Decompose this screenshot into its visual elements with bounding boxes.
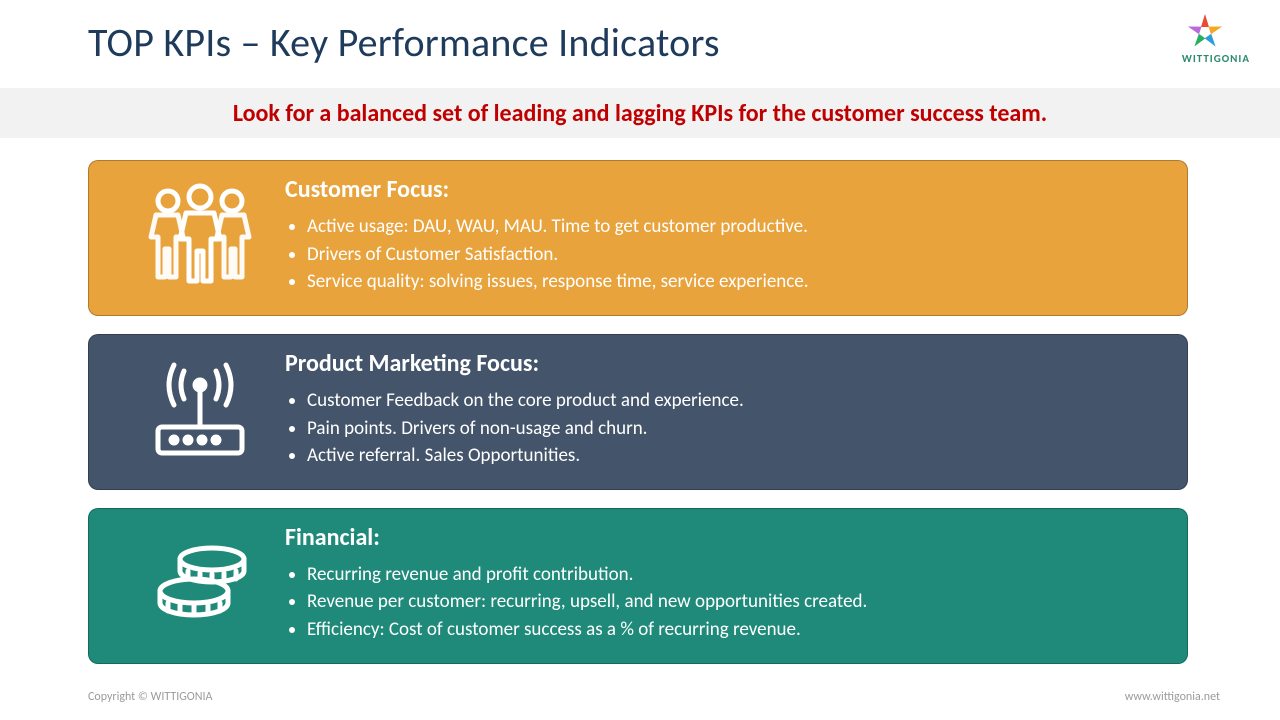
- card-bullets: Customer Feedback on the core product an…: [285, 388, 1161, 469]
- bullet: Customer Feedback on the core product an…: [307, 388, 1161, 414]
- brand-logo-label: WITTIGONIA: [1182, 52, 1250, 65]
- coins-icon: [115, 529, 285, 639]
- card-title: Customer Focus:: [285, 175, 1161, 204]
- card-financial: Financial: Recurring revenue and profit …: [88, 508, 1188, 664]
- slide-title: TOP KPIs – Key Performance Indicators: [88, 18, 720, 67]
- footer-url: www.wittigonia.net: [1125, 690, 1220, 704]
- card-bullets: Active usage: DAU, WAU, MAU. Time to get…: [285, 214, 1161, 295]
- people-icon: [115, 181, 285, 291]
- card-customer-focus: Customer Focus: Active usage: DAU, WAU, …: [88, 160, 1188, 316]
- subtitle-band: Look for a balanced set of leading and l…: [0, 88, 1280, 138]
- bullet: Recurring revenue and profit contributio…: [307, 562, 1161, 588]
- star-icon: [1182, 10, 1228, 50]
- bullet: Efficiency: Cost of customer success as …: [307, 617, 1161, 643]
- bullet: Drivers of Customer Satisfaction.: [307, 242, 1161, 268]
- cards-container: Customer Focus: Active usage: DAU, WAU, …: [88, 160, 1188, 682]
- subtitle-text: Look for a balanced set of leading and l…: [0, 99, 1280, 128]
- bullet: Active usage: DAU, WAU, MAU. Time to get…: [307, 214, 1161, 240]
- brand-logo: WITTIGONIA: [1182, 10, 1250, 65]
- card-title: Financial:: [285, 523, 1161, 552]
- bullet: Active referral. Sales Opportunities.: [307, 443, 1161, 469]
- bullet: Pain points. Drivers of non-usage and ch…: [307, 416, 1161, 442]
- card-product-marketing: Product Marketing Focus: Customer Feedba…: [88, 334, 1188, 490]
- bullet: Revenue per customer: recurring, upsell,…: [307, 589, 1161, 615]
- footer-copyright: Copyright © WITTIGONIA: [88, 690, 212, 704]
- bullet: Service quality: solving issues, respons…: [307, 269, 1161, 295]
- router-icon: [115, 355, 285, 465]
- card-title: Product Marketing Focus:: [285, 349, 1161, 378]
- card-bullets: Recurring revenue and profit contributio…: [285, 562, 1161, 643]
- slide: TOP KPIs – Key Performance Indicators WI…: [0, 0, 1280, 720]
